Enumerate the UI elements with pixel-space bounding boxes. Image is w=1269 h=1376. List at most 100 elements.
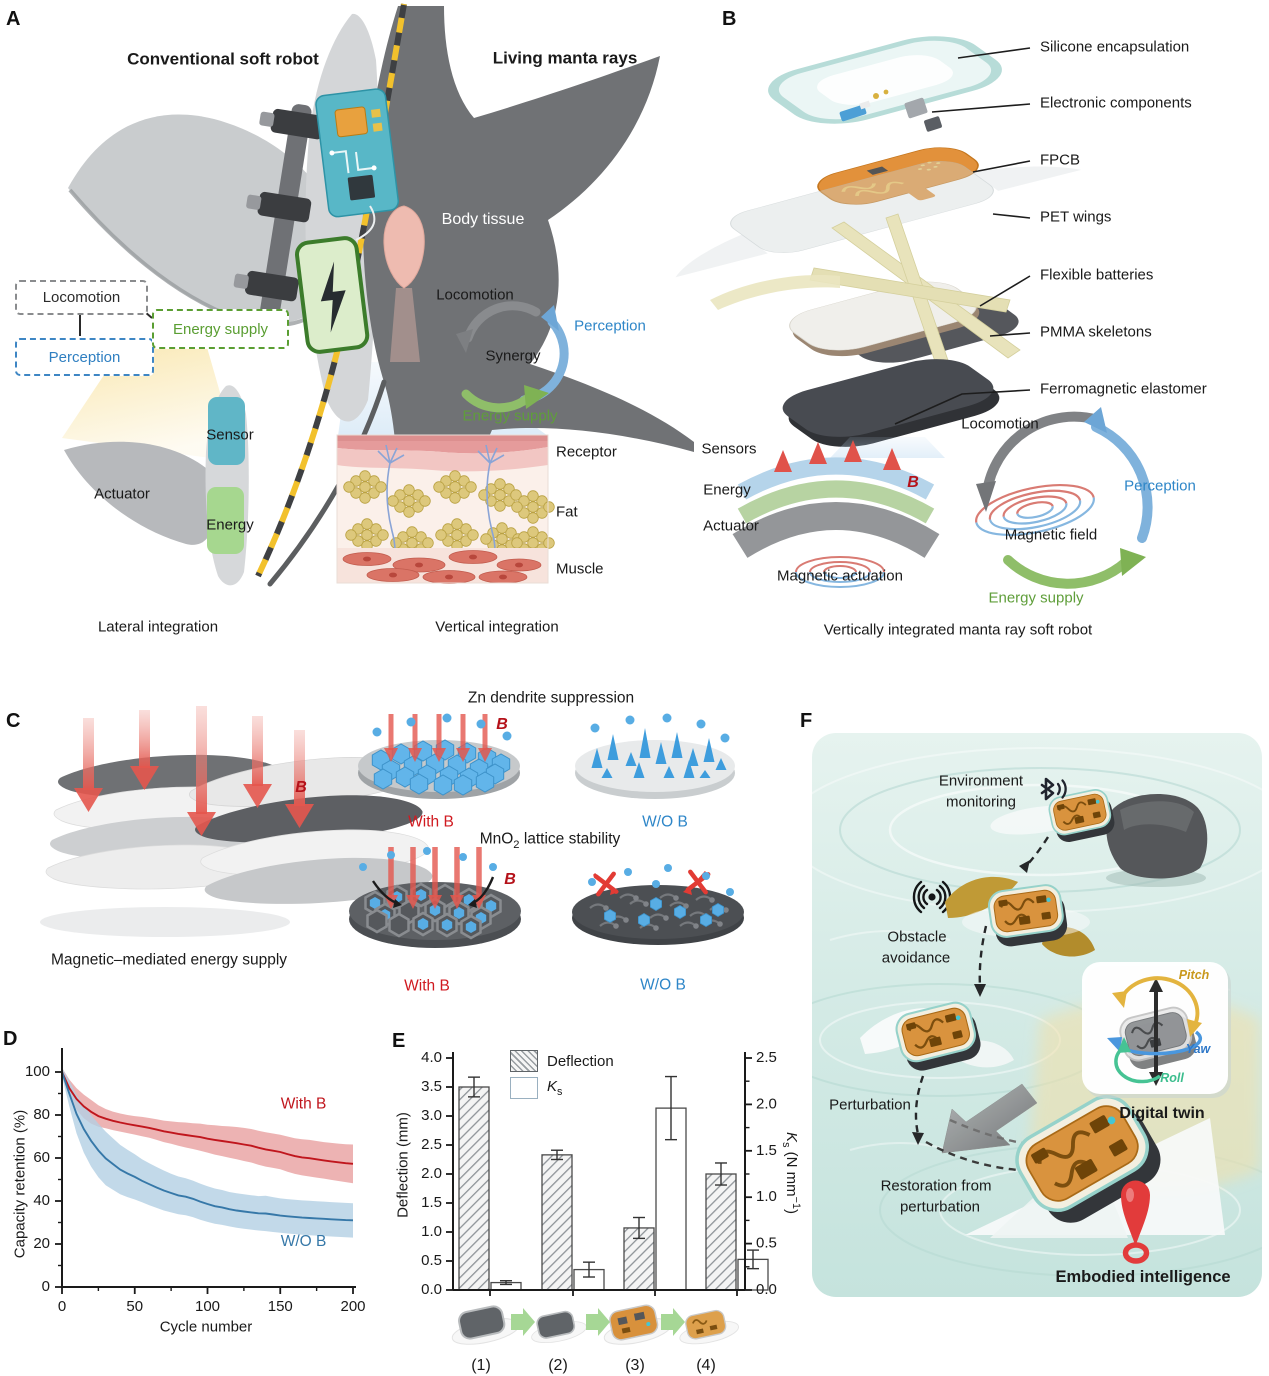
e-legend: Deflection Ks [510,1050,614,1099]
living-manta [362,6,694,542]
layer-batteries: Flexible batteries [1040,266,1154,284]
actuator-label: Actuator [94,485,150,503]
mno2-wo-b-disk [572,864,744,945]
ferromagnetic-elastomer-layer [782,359,1000,447]
zn-ions [372,713,512,741]
mno2-with-b-label: With B [404,977,450,995]
panel-c-label: C [6,710,21,732]
panel-d-label: D [3,1028,18,1050]
zn-b-symbol: B [496,716,508,734]
map-pin-icon [1121,1180,1150,1264]
zn-with-b-label: With B [408,813,454,831]
legend-swatch-deflection [510,1050,538,1072]
e-left-axis-label: Deflection (mm) [394,1112,412,1218]
svg-text:0.5: 0.5 [421,1252,442,1269]
svg-text:1.5: 1.5 [756,1142,777,1159]
layer-elastomer: Ferromagnetic elastomer [1040,380,1207,398]
locomotion-box: Locomotion [15,280,148,315]
sensor-label: Sensor [206,426,254,444]
panel-d: With B W/O B 0 20 40 60 80 100 0 50 100 150 200 D Ca… [0,1020,390,1376]
digital-twin-label: Digital twin [1119,1105,1205,1123]
svg-text:60: 60 [33,1149,50,1166]
robot-stage-icons: (1) (2) (3) (4) [451,1304,739,1374]
zn-wo-b-disk [575,713,735,799]
obstacle-line2: avoidance [881,949,951,967]
energy-supply-box: Energy supply [152,309,289,349]
svg-text:1.0: 1.0 [756,1188,777,1205]
muscle-label: Muscle [556,560,604,578]
body-tissue-label: Body tissue [441,211,525,229]
energy-supply-box-label: Energy supply [172,320,269,338]
title-conventional: Conventional soft robot [127,49,319,69]
legend-label-deflection: Deflection [547,1052,614,1070]
mno2-suffix: lattice stability [519,830,621,848]
title-living-manta: Living manta rays [492,48,638,68]
robot-stage-icon-1 [451,1305,520,1345]
panel-b-label: B [722,8,737,30]
field-swirl [975,484,1095,536]
pet-wings-layer [675,161,1082,278]
svg-text:150: 150 [268,1298,293,1315]
stack-sensors-label: Sensors [701,440,757,458]
svg-text:0.0: 0.0 [756,1281,777,1298]
category-2: (2) [548,1357,568,1374]
perturbation-label: Perturbation [829,1096,911,1114]
magnetic-field-label: Magnetic field [1004,526,1098,544]
embodied-intelligence-label: Embodied intelligence [1055,1267,1231,1286]
pitch-arc [1119,976,1200,1028]
mno2-wo-b-label: W/O B [640,976,686,994]
svg-text:40: 40 [33,1192,50,1209]
zn-title: Zn dendrite suppression [467,689,635,707]
ions-mno [359,847,497,871]
mno2-b-symbol: B [504,871,516,889]
zn-wo-b-label: W/O B [642,813,688,831]
bluetooth-icon [1040,777,1067,801]
svg-text:W/O B: W/O B [281,1233,327,1250]
svg-text:2.5: 2.5 [421,1136,442,1153]
perception-box-label: Perception [48,348,121,366]
magnetic-actuation-label: Magnetic actuation [777,567,903,585]
receptor-label: Receptor [556,443,617,461]
stack-shadow [40,907,290,937]
mno2-sub: 2 [513,838,520,851]
pmma-skeletons-layer [710,213,1021,377]
perturbation-arrow [941,1083,1038,1154]
layer-fpcb: FPCB [1040,151,1081,169]
lightning-icon [320,261,346,333]
category-3: (3) [625,1357,645,1374]
panel-f-label: F [800,710,813,732]
cycle-energy-supply-label: Energy supply [462,407,558,425]
panel-e: 0.0 0.5 1.0 1.5 2.0 2.5 3.0 3.5 4.0 0.0 0.5 1.0 1.5 2… [390,1020,802,1376]
fpcb-layer [817,147,979,205]
restoration-line2: perturbation [899,1198,981,1216]
integrated-stack-diagram [732,440,940,588]
robot-stage-icon-4 [679,1309,739,1345]
panel-a-label: A [6,8,21,30]
caption-magnetic-energy: Magnetic–mediated energy supply [50,951,288,969]
digital-twin-inset [1082,962,1231,1098]
energy-beam [62,330,240,462]
category-4: (4) [696,1357,716,1374]
layer-electronics: Electronic components [1040,94,1192,112]
cycle-locomotion-label-b: Locomotion [961,415,1039,433]
panel-b-caption: Vertically integrated manta ray soft rob… [823,621,1093,639]
env-monitoring-line2: monitoring [945,793,1017,811]
b-field-symbol: B [907,474,919,492]
actuation-field-swirl [795,556,885,588]
sensor-block [208,397,245,465]
obstacle-line1: Obstacle [887,928,947,946]
stack-energy-label: Energy [703,481,751,499]
svg-text:2.0: 2.0 [756,1095,777,1112]
svg-text:100: 100 [25,1063,50,1080]
svg-text:0.5: 0.5 [756,1235,777,1252]
svg-text:80: 80 [33,1106,50,1123]
x-marks [593,869,711,897]
robot-perturbed [860,997,1014,1076]
magnetic-field-cycle [975,407,1153,589]
svg-text:0: 0 [58,1298,66,1315]
layer-pet: PET wings [1040,208,1112,226]
robot-restored [965,1082,1225,1238]
legend-swatch-ks [510,1077,538,1099]
panel-a-illustration [62,3,694,587]
locomotion-box-label: Locomotion [42,289,121,306]
